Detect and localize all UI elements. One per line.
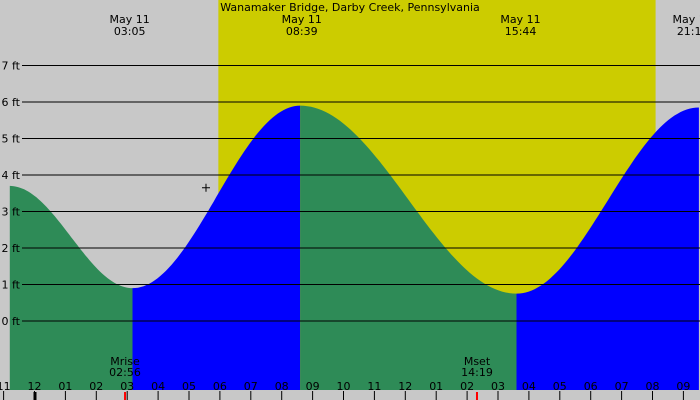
y-tick-label: 7 ft — [2, 60, 21, 73]
x-tick-label: 09 — [306, 380, 320, 393]
moon-event-tick — [475, 392, 478, 400]
x-tick-label: 11 — [0, 380, 11, 393]
moon-event-time: 14:19 — [461, 366, 493, 379]
x-tick-label: 12 — [28, 380, 42, 393]
y-tick-label: 1 ft — [2, 279, 21, 292]
x-tick-label: 06 — [213, 380, 227, 393]
x-tick-label: 01 — [58, 380, 72, 393]
x-tick-label: 03 — [120, 380, 134, 393]
x-tick-label: 08 — [646, 380, 660, 393]
sun-event-time: 15:44 — [505, 25, 537, 38]
x-tick-label: 03 — [491, 380, 505, 393]
y-tick-label: 5 ft — [2, 133, 21, 146]
midnight-marker — [33, 392, 37, 400]
sun-event-date: May 11 — [673, 13, 700, 26]
x-tick-label: 11 — [367, 380, 381, 393]
grid-lines — [22, 65, 700, 322]
x-tick-label: 04 — [522, 380, 536, 393]
y-tick-label: 3 ft — [2, 206, 21, 219]
sun-event-time: 08:39 — [286, 25, 318, 38]
current-time-marker — [201, 183, 210, 192]
y-tick-label: 2 ft — [2, 242, 21, 255]
x-tick-label: 07 — [615, 380, 629, 393]
y-tick-label: 6 ft — [2, 96, 21, 109]
x-tick-label: 06 — [584, 380, 598, 393]
moon-event-label: Mrise — [110, 355, 140, 368]
moon-event-time: 02:56 — [109, 366, 141, 379]
x-tick-label: 09 — [676, 380, 690, 393]
y-tick-label: 4 ft — [2, 169, 21, 182]
x-tick-label: 04 — [151, 380, 165, 393]
sun-event-time: 03:05 — [114, 25, 146, 38]
x-tick-label: 05 — [182, 380, 196, 393]
y-tick-label: 0 ft — [2, 315, 21, 328]
x-tick-label: 07 — [244, 380, 258, 393]
x-tick-label: 01 — [429, 380, 443, 393]
x-tick-label: 12 — [398, 380, 412, 393]
sun-event-date: May 11 — [282, 13, 322, 26]
moon-event-tick — [124, 392, 127, 400]
x-tick-label: 08 — [275, 380, 289, 393]
x-tick-label: 10 — [337, 380, 351, 393]
sun-event-date: May 11 — [110, 13, 150, 26]
x-tick-label: 02 — [460, 380, 474, 393]
falling-tide-segment — [9, 185, 133, 390]
chart-title: Wanamaker Bridge, Darby Creek, Pennsylva… — [220, 1, 480, 14]
x-tick-label: 05 — [553, 380, 567, 393]
sun-event-date: May 11 — [500, 13, 540, 26]
rising-tide-segment — [516, 107, 699, 390]
sun-event-time: 21:18 — [677, 25, 700, 38]
x-tick-label: 02 — [89, 380, 103, 393]
moon-event-label: Mset — [464, 355, 491, 368]
